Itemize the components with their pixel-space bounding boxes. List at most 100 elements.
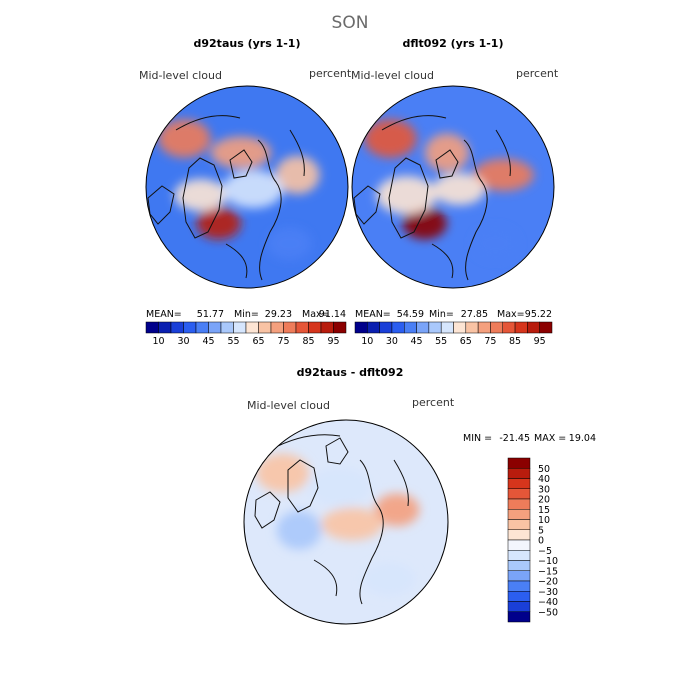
colorbar-c-swatch	[507, 457, 531, 469]
colorbar-b: 10 30 45 55 65 75 85 95	[354, 321, 553, 347]
colorbar-b-tick-label: 75	[484, 336, 496, 347]
colorbar-c-swatch	[507, 580, 531, 592]
map-c-border	[243, 419, 449, 625]
colorbar-a-tick-label: 55	[227, 336, 239, 347]
stat-b-mean: 54.59	[397, 309, 424, 320]
colorbar-c-swatch	[507, 488, 531, 500]
colorbar-b-swatch	[428, 321, 442, 334]
colorbar-a-tick-label: 85	[302, 336, 314, 347]
colorbar-a-swatch	[195, 321, 209, 334]
map-a-patch	[174, 178, 227, 212]
colorbar-b-tick-label: 30	[386, 336, 398, 347]
colorbar-a-swatch	[308, 321, 322, 334]
colorbar-c-tick-label: −5	[538, 546, 552, 557]
colorbar-c-tick-label: 10	[538, 515, 550, 526]
colorbar-a-swatch	[183, 321, 197, 334]
colorbar-b-swatch	[465, 321, 479, 334]
map-b-patch	[402, 207, 447, 240]
colorbar-b-tick-label: 45	[411, 336, 423, 347]
colorbar-b-swatch	[404, 321, 417, 334]
colorbar-b-swatch	[379, 321, 393, 334]
stat-b-mean-label: MEAN=	[355, 309, 391, 320]
colorbar-a-swatch	[220, 321, 234, 334]
colorbar-a-tick-label: 30	[177, 336, 189, 347]
colorbar-a-swatch	[245, 321, 259, 334]
panel-b-units: percent	[516, 67, 559, 80]
colorbar-c-tick-label: 40	[538, 474, 550, 485]
colorbar-c-tick-label: 0	[538, 536, 544, 547]
colorbar-a-swatch	[145, 321, 159, 334]
colorbar-b-swatch	[440, 321, 454, 334]
colorbar-a-tick-label: 45	[202, 336, 214, 347]
panel-a-units: percent	[309, 67, 352, 80]
colorbar-c-tick-label: −20	[538, 577, 558, 588]
polar-map-a	[145, 85, 349, 289]
colorbar-c-tick-label: −30	[538, 587, 558, 598]
stat-c-max-label: MAX =	[534, 433, 566, 444]
colorbar-c-tick-label: −40	[538, 597, 558, 608]
colorbar-b-tick-label: 95	[534, 336, 546, 347]
colorbar-a-swatch	[258, 321, 272, 334]
colorbar-b-swatch	[367, 321, 380, 334]
map-b-patch	[376, 175, 437, 215]
colorbar-b-tick-label: 10	[361, 336, 373, 347]
map-a-patch	[158, 119, 211, 158]
panel-a: d92taus (yrs 1-1) Mid-level cloud percen…	[139, 37, 352, 347]
map-a-patch	[222, 169, 284, 209]
colorbar-c-swatch	[507, 550, 531, 561]
colorbar-a-swatch	[320, 321, 334, 334]
stat-b-min: 27.85	[461, 309, 488, 320]
stat-c-max: 19.04	[569, 433, 596, 444]
colorbar-c-swatch	[507, 529, 531, 541]
colorbar-b-swatch	[354, 321, 368, 334]
colorbar-b-swatch	[527, 321, 540, 334]
polar-map-b	[351, 85, 555, 289]
colorbar-a-swatch	[270, 321, 284, 334]
stat-a-mean-label: MEAN=	[146, 309, 182, 320]
colorbar-b-tick-label: 85	[509, 336, 521, 347]
map-a-border	[145, 85, 349, 289]
colorbar-b-swatch	[391, 321, 405, 334]
colorbar-b-tick-label: 65	[460, 336, 472, 347]
colorbar-c-swatch	[507, 519, 531, 530]
stat-a-min-label: Min=	[234, 309, 259, 320]
map-c-patch	[309, 467, 371, 507]
colorbar-b-swatch	[490, 321, 503, 334]
colorbar-c-tick-label: 5	[538, 525, 544, 536]
colorbar-c-tick-label: −15	[538, 566, 558, 577]
colorbar-c-tick-label: −10	[538, 556, 558, 567]
map-c-patch	[276, 510, 322, 550]
stat-c-min: -21.45	[499, 433, 530, 444]
colorbar-a-tick-label: 75	[277, 336, 289, 347]
panel-a-variable: Mid-level cloud	[139, 69, 222, 82]
colorbar-b-swatch	[453, 321, 467, 334]
colorbar-c-swatch	[507, 539, 531, 551]
colorbar-c-swatch	[507, 591, 531, 602]
colorbar-c-swatch	[507, 560, 531, 571]
stat-b-min-label: Min=	[429, 309, 454, 320]
stat-c-min-label: MIN =	[463, 433, 492, 444]
panel-a-title: d92taus (yrs 1-1)	[194, 37, 301, 50]
colorbar-c-swatch	[507, 509, 531, 520]
colorbar-a-swatch	[295, 321, 309, 334]
colorbar-a-swatch	[170, 321, 184, 334]
colorbar-a-swatch	[233, 321, 247, 334]
colorbar-c-tick-label: −50	[538, 607, 558, 618]
colorbar-c-swatch	[507, 478, 531, 489]
map-b-coastlines	[353, 115, 511, 281]
colorbar-a-tick-label: 10	[152, 336, 164, 347]
page-title: SON	[332, 13, 369, 33]
colorbar-c-swatch	[507, 468, 531, 479]
map-b-patch	[432, 172, 486, 206]
panel-b-title: dflt092 (yrs 1-1)	[403, 37, 504, 50]
map-a-patch	[267, 227, 312, 260]
colorbar-a-tick-label: 65	[252, 336, 264, 347]
colorbar-c-tick-label: 30	[538, 484, 550, 495]
colorbar-a-tick-label: 95	[327, 336, 339, 347]
colorbar-c-tick-label: 15	[538, 505, 550, 516]
panel-b-stats: MEAN= 54.59 Min= 27.85 Max= 95.22	[355, 309, 552, 320]
polar-map-c	[243, 419, 449, 625]
map-c-patch	[362, 562, 416, 596]
colorbar-a-swatch	[333, 321, 347, 334]
